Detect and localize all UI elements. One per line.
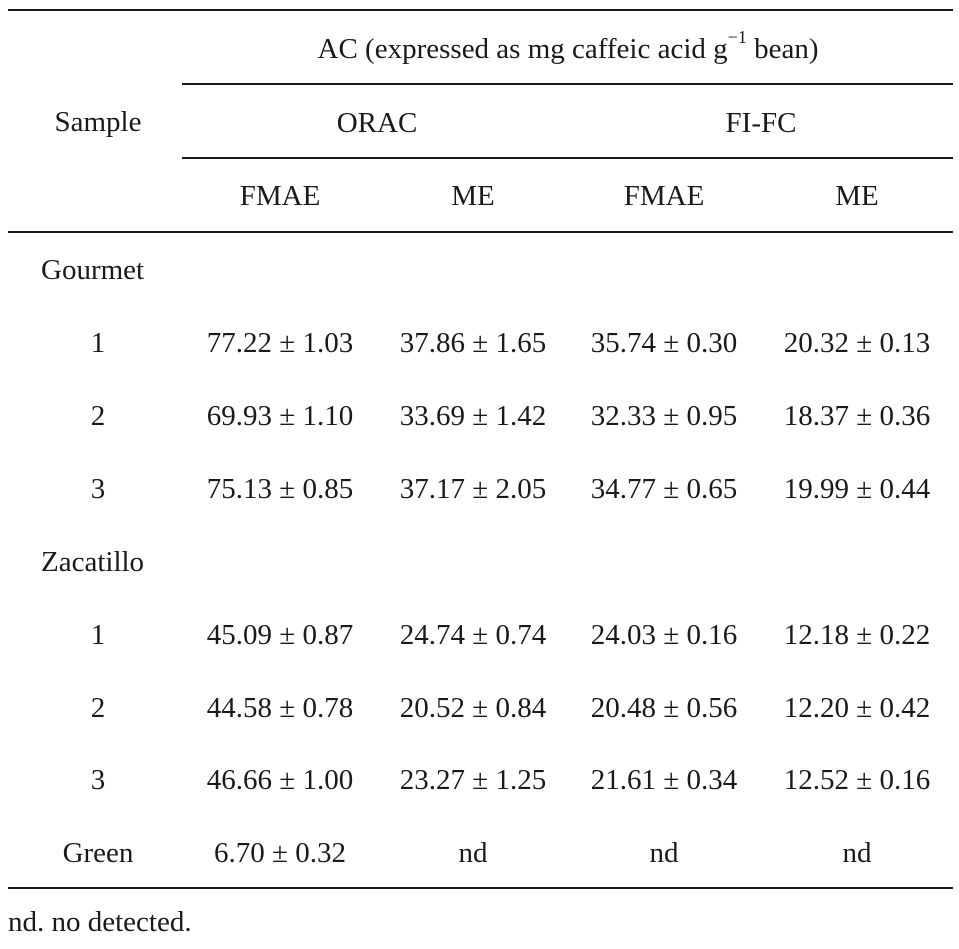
col-header: FMAE bbox=[239, 180, 321, 212]
col-header: ME bbox=[835, 180, 879, 212]
top-rule bbox=[8, 9, 953, 11]
table-cell: 24.74 ± 0.74 bbox=[399, 619, 547, 651]
table-cell: 20.52 ± 0.84 bbox=[399, 692, 547, 724]
table-cell: 12.52 ± 0.16 bbox=[783, 764, 931, 796]
fifc-header: FI-FC bbox=[725, 107, 797, 139]
table-cell: 12.18 ± 0.22 bbox=[783, 619, 931, 651]
table-cell: 6.70 ± 0.32 bbox=[214, 837, 346, 869]
table-cell: nd bbox=[458, 837, 488, 869]
table-cell: 18.37 ± 0.36 bbox=[783, 400, 931, 432]
table-cell: 37.86 ± 1.65 bbox=[399, 327, 547, 359]
group-label-gourmet: Gourmet bbox=[41, 254, 145, 286]
table-cell: 44.58 ± 0.78 bbox=[206, 692, 354, 724]
row-id: 3 bbox=[90, 764, 106, 796]
row-id: 2 bbox=[90, 692, 106, 724]
table-cell: 21.61 ± 0.34 bbox=[590, 764, 738, 796]
row-id: 1 bbox=[90, 327, 106, 359]
table-cell: 33.69 ± 1.42 bbox=[399, 400, 547, 432]
table-cell: 34.77 ± 0.65 bbox=[590, 473, 738, 505]
col-header: FMAE bbox=[623, 180, 705, 212]
row-id: 1 bbox=[90, 619, 106, 651]
table-cell: 20.48 ± 0.56 bbox=[590, 692, 738, 724]
col-header: ME bbox=[451, 180, 495, 212]
sample-header: Sample bbox=[54, 106, 142, 138]
table-cell: 32.33 ± 0.95 bbox=[590, 400, 738, 432]
row-id: 2 bbox=[90, 400, 106, 432]
table-cell: 19.99 ± 0.44 bbox=[783, 473, 931, 505]
row-id-green: Green bbox=[62, 837, 134, 869]
table-cell: 20.32 ± 0.13 bbox=[783, 327, 931, 359]
orac-header: ORAC bbox=[336, 107, 418, 139]
table-cell: nd bbox=[842, 837, 872, 869]
group-rule bbox=[182, 83, 953, 85]
table-cell: 69.93 ± 1.10 bbox=[206, 400, 354, 432]
table-cell: 24.03 ± 0.16 bbox=[590, 619, 738, 651]
table-cell: nd bbox=[649, 837, 679, 869]
row-id: 3 bbox=[90, 473, 106, 505]
subgroup-rule bbox=[182, 157, 953, 159]
table-cell: 46.66 ± 1.00 bbox=[206, 764, 354, 796]
table-cell: 12.20 ± 0.42 bbox=[783, 692, 931, 724]
bottom-rule bbox=[8, 887, 953, 889]
table-cell: 37.17 ± 2.05 bbox=[399, 473, 547, 505]
table-cell: 35.74 ± 0.30 bbox=[590, 327, 738, 359]
header-bottom-rule bbox=[8, 231, 953, 233]
table-cell: 45.09 ± 0.87 bbox=[206, 619, 354, 651]
table-cell: 23.27 ± 1.25 bbox=[399, 764, 547, 796]
footnote: nd. no detected. bbox=[8, 906, 192, 938]
group-label-zacatillo: Zacatillo bbox=[41, 546, 145, 578]
table-cell: 77.22 ± 1.03 bbox=[206, 327, 354, 359]
table-cell: 75.13 ± 0.85 bbox=[206, 473, 354, 505]
group-header: AC (expressed as mg caffeic acid g−1 bea… bbox=[317, 27, 819, 65]
